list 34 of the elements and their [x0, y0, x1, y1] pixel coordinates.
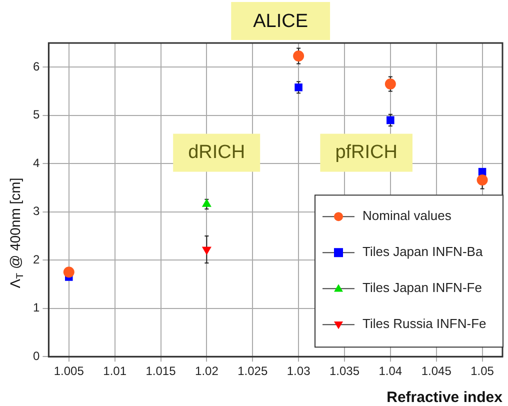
point	[63, 266, 74, 278]
y-tick-label: 3	[32, 204, 40, 218]
x-tick-label: 1.015	[146, 364, 176, 378]
point	[384, 78, 396, 90]
y-tick-label: 2	[32, 252, 40, 266]
y-tick-label: 1	[32, 300, 40, 315]
x-tick-label: 1.045	[421, 364, 452, 378]
x-tick-label: 1.02	[195, 364, 219, 378]
y-tick-label: 0	[32, 348, 40, 363]
annotation: pfRICH	[335, 142, 398, 163]
x-tick-label: 1.04	[378, 364, 402, 378]
x-tick-label: 1.025	[238, 364, 268, 378]
y-tick-label: 6	[32, 59, 40, 74]
legend-label: Nominal values	[362, 208, 452, 224]
point	[202, 198, 212, 207]
x-tick-label: 1.01	[103, 364, 127, 378]
point	[202, 246, 212, 255]
legend-label: Tiles Russia INFN-Fe	[362, 316, 486, 332]
x-tick-label: 1.05	[470, 364, 494, 378]
annotation: dRICH	[188, 142, 246, 163]
point	[386, 116, 394, 124]
x-tick-label: 1.03	[286, 364, 311, 378]
legend-label: Tiles Japan INFN-Fe	[362, 280, 482, 296]
legend-label: Tiles Japan INFN-Ba	[362, 244, 484, 260]
x-tick-label: 1.005	[54, 364, 84, 378]
point	[476, 174, 488, 186]
point	[294, 84, 302, 92]
x-tick-label: 1.035	[329, 364, 360, 378]
y-tick-label: 4	[32, 156, 40, 170]
chart-title: ALICE	[253, 11, 308, 32]
y-tick-label: 5	[32, 108, 40, 122]
point	[293, 50, 304, 62]
y-axis-title: ΛT @ 400nm [cm]	[6, 178, 26, 288]
x-axis-title: Refractive index	[386, 389, 504, 406]
